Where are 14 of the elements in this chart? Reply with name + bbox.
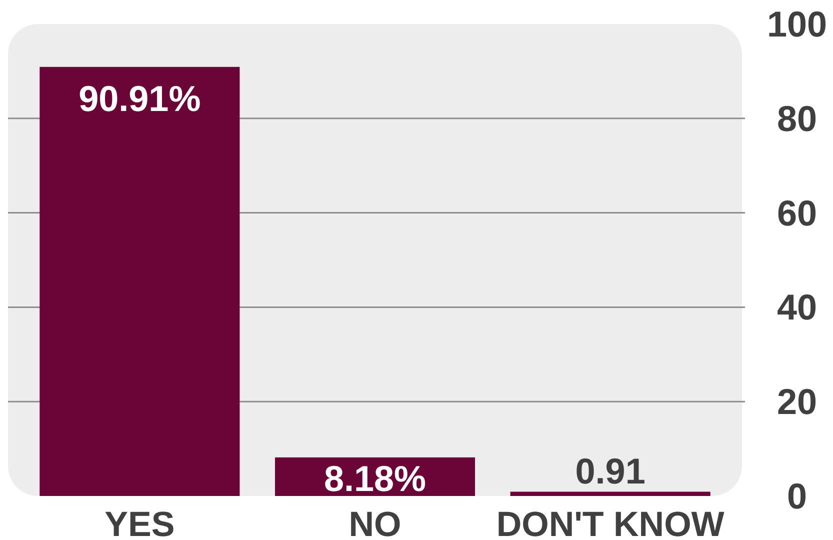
data-label: 0.91 [575,450,646,492]
data-label: 8.18% [324,458,426,499]
y-tick-label: 80 [776,98,818,139]
data-label: 90.91% [78,78,201,119]
x-tick-label: DON'T KNOW [496,505,724,540]
bar [40,66,240,496]
bar [510,492,710,496]
x-tick-label: NO [348,505,402,540]
y-tick-label: 60 [776,192,818,234]
y-tick-label: 0 [786,476,808,516]
y-tick-label: 40 [776,286,818,328]
y-tick-label: 20 [776,381,818,422]
y-tick-label: 100 [766,4,828,44]
x-tick-label: YES [104,505,175,540]
